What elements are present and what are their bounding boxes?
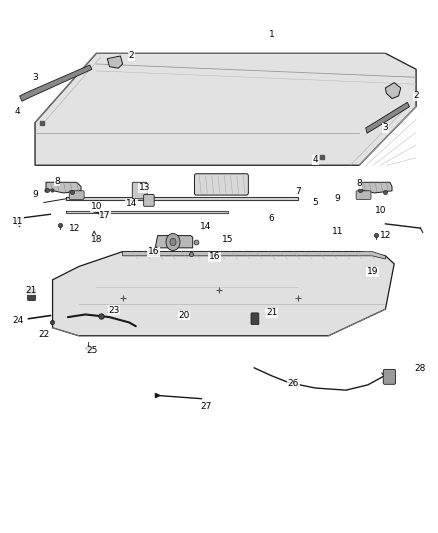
- Polygon shape: [359, 182, 392, 193]
- Text: 18: 18: [91, 236, 102, 244]
- FancyBboxPatch shape: [28, 289, 35, 301]
- Text: 23: 23: [108, 306, 120, 314]
- Text: 5: 5: [312, 198, 318, 207]
- Polygon shape: [385, 83, 401, 99]
- Polygon shape: [107, 56, 123, 68]
- FancyBboxPatch shape: [144, 195, 154, 206]
- Text: 8: 8: [356, 180, 362, 188]
- Polygon shape: [366, 102, 410, 133]
- Text: 20: 20: [178, 311, 190, 320]
- Polygon shape: [20, 65, 92, 101]
- Text: 13: 13: [139, 183, 150, 192]
- Polygon shape: [123, 252, 385, 259]
- Text: 8: 8: [54, 177, 60, 185]
- Text: 10: 10: [375, 206, 387, 215]
- Text: 14: 14: [126, 199, 137, 208]
- Text: 17: 17: [99, 212, 111, 220]
- Circle shape: [166, 233, 180, 251]
- FancyBboxPatch shape: [356, 191, 371, 199]
- Text: 3: 3: [32, 73, 38, 82]
- Text: 7: 7: [295, 188, 301, 196]
- Text: 21: 21: [25, 286, 36, 295]
- Polygon shape: [66, 197, 298, 200]
- FancyBboxPatch shape: [132, 182, 147, 199]
- Polygon shape: [66, 211, 228, 213]
- Text: 24: 24: [12, 317, 23, 325]
- Text: 14: 14: [200, 222, 212, 231]
- Text: 4: 4: [15, 108, 20, 116]
- Polygon shape: [35, 53, 416, 165]
- FancyBboxPatch shape: [194, 174, 248, 195]
- Text: 6: 6: [268, 214, 275, 223]
- Text: 10: 10: [91, 203, 102, 211]
- Text: 25: 25: [86, 346, 98, 355]
- Text: 11: 11: [332, 228, 343, 236]
- Polygon shape: [53, 252, 394, 336]
- Text: 27: 27: [200, 402, 212, 410]
- Text: 19: 19: [367, 268, 378, 276]
- Text: 2: 2: [129, 52, 134, 60]
- Text: 16: 16: [209, 253, 220, 261]
- Circle shape: [170, 238, 176, 246]
- Text: 1: 1: [268, 30, 275, 39]
- Text: 9: 9: [32, 190, 38, 199]
- Text: 26: 26: [288, 379, 299, 388]
- Polygon shape: [46, 182, 81, 193]
- Polygon shape: [155, 236, 193, 248]
- FancyBboxPatch shape: [69, 191, 84, 199]
- FancyBboxPatch shape: [383, 369, 396, 384]
- Text: 21: 21: [266, 309, 277, 317]
- Text: 2: 2: [413, 92, 419, 100]
- Text: 12: 12: [69, 224, 80, 232]
- Text: 3: 3: [382, 124, 389, 132]
- FancyBboxPatch shape: [251, 313, 259, 325]
- Text: 16: 16: [148, 247, 159, 256]
- Text: 12: 12: [380, 231, 391, 240]
- Text: 22: 22: [38, 330, 49, 339]
- Text: 11: 11: [12, 217, 23, 225]
- Text: 28: 28: [415, 365, 426, 373]
- Text: 9: 9: [334, 194, 340, 203]
- Text: 15: 15: [222, 236, 233, 244]
- Text: 4: 4: [313, 156, 318, 164]
